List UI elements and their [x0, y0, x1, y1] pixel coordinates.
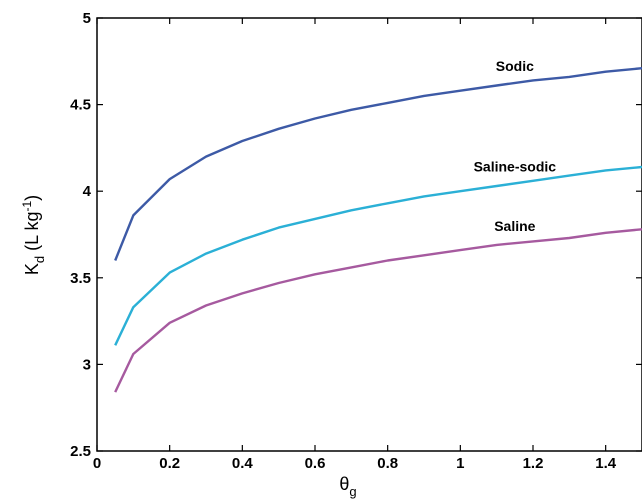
- x-tick-label: 0.8: [377, 455, 398, 472]
- x-tick-label: 0.6: [305, 455, 326, 472]
- y-tick-label: 2.5: [70, 443, 91, 460]
- series-line-saline-sodic: [114, 165, 642, 346]
- y-axis-label-main: K: [22, 263, 42, 275]
- series-lines: [114, 67, 642, 393]
- x-tick-label: 1.2: [523, 455, 544, 472]
- x-axis-label: θg: [339, 474, 356, 499]
- y-tick-label: 4.5: [70, 97, 91, 114]
- series-line-sodic: [114, 67, 642, 261]
- x-tick-label: 0.2: [159, 455, 180, 472]
- series-label-saline: Saline: [494, 218, 535, 234]
- y-axis-label-rest: (L kg: [22, 212, 42, 256]
- series-line-saline: [114, 228, 642, 393]
- x-tick-label: 1: [456, 455, 464, 472]
- series-label-sodic: Sodic: [496, 58, 534, 74]
- y-tick-label: 3.5: [70, 270, 91, 287]
- plot-frame: [96, 17, 642, 452]
- y-axis-label-sub: d: [32, 256, 47, 263]
- y-tick-label: 5: [83, 10, 91, 27]
- y-tick-label: 3: [83, 356, 91, 373]
- y-axis-label: Kd (L kg-1): [20, 195, 47, 275]
- x-tick-label: 1.4: [595, 455, 617, 472]
- series-label-saline-sodic: Saline-sodic: [474, 158, 557, 174]
- axis-ticks: 0 0.2 0.4 0.6 0.8 1 1.2 1.4 2.5 3 3.5 4 4.5 5: [70, 10, 642, 472]
- x-tick-label: 0: [93, 455, 101, 472]
- series-labels: Sodic Saline-sodic Saline: [474, 58, 557, 234]
- x-axis-label-main: θ: [339, 474, 349, 494]
- x-tick-label: 0.4: [232, 455, 254, 472]
- y-axis-label-sup: -1: [20, 201, 34, 212]
- y-axis-label-close: ): [22, 195, 42, 201]
- y-tick-label: 4: [83, 183, 92, 200]
- x-axis-label-sub: g: [349, 484, 356, 499]
